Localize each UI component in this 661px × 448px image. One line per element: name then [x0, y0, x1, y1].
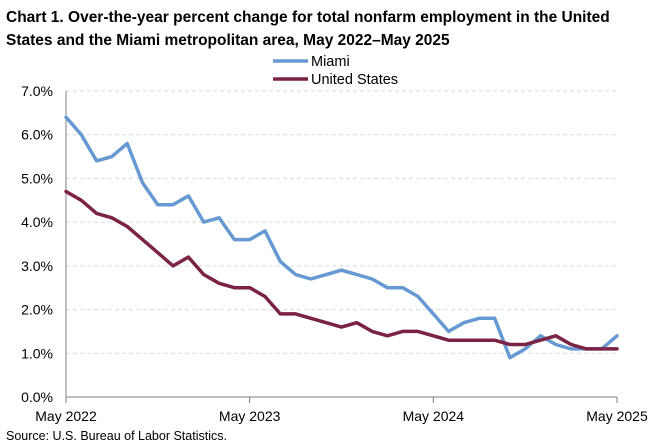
- y-axis: 0.0% 1.0% 2.0% 3.0% 4.0% 5.0% 6.0% 7.0%: [21, 83, 53, 405]
- series-line-miami: [64, 115, 619, 360]
- y-tick-label: 5.0%: [21, 170, 53, 186]
- x-tick-label: May 2024: [403, 408, 465, 424]
- y-tick-label: 1.0%: [21, 345, 53, 361]
- y-tick-label: 6.0%: [21, 127, 53, 143]
- y-tick-label: 7.0%: [21, 83, 53, 99]
- legend-label: United States: [311, 72, 398, 88]
- series-line-united-states: [64, 189, 619, 351]
- y-tick-label: 4.0%: [21, 214, 53, 230]
- x-tick-label: May 2023: [219, 408, 281, 424]
- gridlines: [66, 90, 617, 354]
- legend-label: Miami: [311, 54, 350, 70]
- y-tick-label: 0.0%: [21, 389, 53, 405]
- series-lines: [64, 115, 619, 360]
- y-tick-label: 3.0%: [21, 258, 53, 274]
- y-tick-label: 2.0%: [21, 302, 53, 318]
- x-tick-label: May 2022: [35, 408, 97, 424]
- x-axis: May 2022 May 2023 May 2024 May 2025: [35, 91, 648, 424]
- x-tick-label: May 2025: [586, 408, 648, 424]
- source-note: Source: U.S. Bureau of Labor Statistics.: [6, 429, 227, 443]
- chart-title: Chart 1. Over-the-year percent change fo…: [6, 9, 610, 49]
- legend: Miami United States: [273, 54, 398, 88]
